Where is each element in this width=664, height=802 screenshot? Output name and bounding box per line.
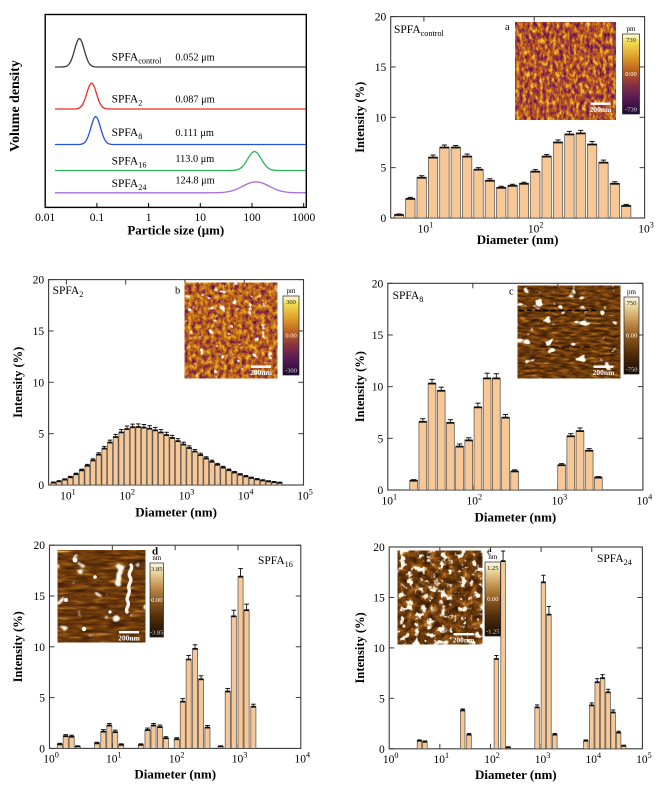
svg-text:10: 10 bbox=[34, 642, 46, 654]
svg-text:0.01: 0.01 bbox=[35, 212, 55, 224]
svg-text:nm: nm bbox=[488, 553, 498, 561]
svg-text:1000: 1000 bbox=[292, 212, 315, 224]
svg-text:Diameter (nm): Diameter (nm) bbox=[475, 767, 557, 782]
svg-text:0:00: 0:00 bbox=[625, 71, 637, 78]
svg-text:SPFA8: SPFA8 bbox=[393, 290, 424, 304]
svg-text:10: 10 bbox=[373, 643, 385, 655]
svg-text:0.052 μm: 0.052 μm bbox=[175, 53, 214, 64]
svg-text:15: 15 bbox=[34, 591, 46, 603]
svg-text:750: 750 bbox=[627, 300, 637, 307]
svg-text:200nm: 200nm bbox=[453, 636, 475, 645]
svg-text:Intensity (%): Intensity (%) bbox=[353, 612, 367, 683]
svg-text:20: 20 bbox=[372, 278, 384, 290]
svg-text:5: 5 bbox=[378, 433, 384, 445]
svg-text:Diameter (nm): Diameter (nm) bbox=[475, 509, 557, 524]
svg-text:SPFA2: SPFA2 bbox=[112, 94, 143, 108]
svg-text:200nm: 200nm bbox=[250, 368, 272, 377]
svg-text:200nm: 200nm bbox=[118, 634, 140, 643]
svg-text:0: 0 bbox=[378, 485, 384, 497]
svg-text:300: 300 bbox=[286, 299, 296, 306]
svg-text:0: 0 bbox=[379, 744, 385, 756]
svg-text:Particle size (μm): Particle size (μm) bbox=[127, 223, 224, 238]
svg-text:10: 10 bbox=[375, 112, 387, 124]
svg-text:0.087 μm: 0.087 μm bbox=[175, 95, 214, 106]
svg-text:0: 0 bbox=[380, 213, 386, 225]
svg-text:0.00: 0.00 bbox=[487, 596, 498, 603]
svg-text:0: 0 bbox=[38, 480, 44, 492]
svg-text:124.8 μm: 124.8 μm bbox=[175, 176, 214, 187]
svg-text:Diameter (nm): Diameter (nm) bbox=[134, 767, 216, 782]
svg-text:10: 10 bbox=[372, 382, 384, 394]
svg-text:20: 20 bbox=[33, 275, 45, 287]
svg-text:200nm: 200nm bbox=[590, 105, 612, 114]
svg-text:15: 15 bbox=[33, 326, 45, 338]
svg-text:-750: -750 bbox=[626, 367, 638, 374]
svg-text:5: 5 bbox=[379, 693, 385, 705]
svg-text:0.1: 0.1 bbox=[90, 212, 105, 224]
svg-text:nm: nm bbox=[152, 554, 162, 562]
svg-text:0: 0 bbox=[39, 743, 45, 755]
svg-text:SPFA24: SPFA24 bbox=[597, 553, 632, 567]
svg-text:SPFA16: SPFA16 bbox=[258, 555, 293, 569]
svg-text:200nm: 200nm bbox=[593, 368, 615, 377]
svg-text:SPFA24: SPFA24 bbox=[112, 178, 147, 192]
svg-text:0.00: 0.00 bbox=[151, 597, 162, 604]
svg-text:20: 20 bbox=[373, 542, 385, 554]
svg-text:Volume density: Volume density bbox=[8, 60, 23, 152]
svg-text:SPFA8: SPFA8 bbox=[112, 127, 143, 141]
svg-text:5: 5 bbox=[380, 163, 386, 175]
svg-text:Intensity (%): Intensity (%) bbox=[11, 611, 25, 682]
svg-text:5: 5 bbox=[39, 693, 45, 705]
svg-text:c: c bbox=[509, 287, 514, 298]
svg-text:5: 5 bbox=[38, 429, 44, 441]
svg-text:d: d bbox=[152, 546, 158, 558]
svg-text:Diameter (nm): Diameter (nm) bbox=[477, 232, 559, 247]
svg-text:pm: pm bbox=[627, 25, 637, 33]
svg-text:0.00: 0.00 bbox=[626, 333, 637, 340]
svg-text:-300: -300 bbox=[285, 368, 297, 375]
svg-text:Intensity (%): Intensity (%) bbox=[353, 82, 367, 153]
svg-text:113.0 μm: 113.0 μm bbox=[175, 154, 214, 165]
svg-text:Diameter (nm): Diameter (nm) bbox=[135, 505, 217, 520]
svg-text:e: e bbox=[487, 547, 492, 558]
svg-text:10: 10 bbox=[195, 212, 207, 224]
svg-text:0.111 μm: 0.111 μm bbox=[175, 128, 214, 139]
svg-text:pm: pm bbox=[627, 288, 637, 296]
svg-text:SPFA16: SPFA16 bbox=[112, 155, 147, 169]
svg-text:b: b bbox=[175, 286, 180, 297]
svg-text:Intensity (%): Intensity (%) bbox=[11, 347, 25, 418]
svg-text:3.85: 3.85 bbox=[151, 566, 162, 573]
svg-text:15: 15 bbox=[373, 593, 385, 605]
svg-text:SPFA2: SPFA2 bbox=[53, 285, 84, 299]
svg-text:pm: pm bbox=[287, 287, 297, 295]
svg-text:0.00: 0.00 bbox=[285, 333, 296, 340]
svg-text:Intensity (%): Intensity (%) bbox=[353, 351, 367, 422]
svg-text:739: 739 bbox=[626, 37, 636, 44]
svg-text:100: 100 bbox=[243, 212, 261, 224]
svg-text:20: 20 bbox=[375, 12, 387, 24]
svg-text:a: a bbox=[505, 22, 510, 33]
svg-text:-739: -739 bbox=[625, 107, 637, 114]
svg-text:10: 10 bbox=[33, 377, 45, 389]
svg-text:20: 20 bbox=[34, 540, 46, 552]
svg-text:15: 15 bbox=[372, 330, 384, 342]
svg-text:-3.85: -3.85 bbox=[150, 630, 164, 637]
svg-text:1: 1 bbox=[146, 212, 152, 224]
svg-text:15: 15 bbox=[375, 62, 387, 74]
svg-text:1.25: 1.25 bbox=[487, 565, 498, 572]
svg-text:-1.25: -1.25 bbox=[486, 629, 500, 636]
